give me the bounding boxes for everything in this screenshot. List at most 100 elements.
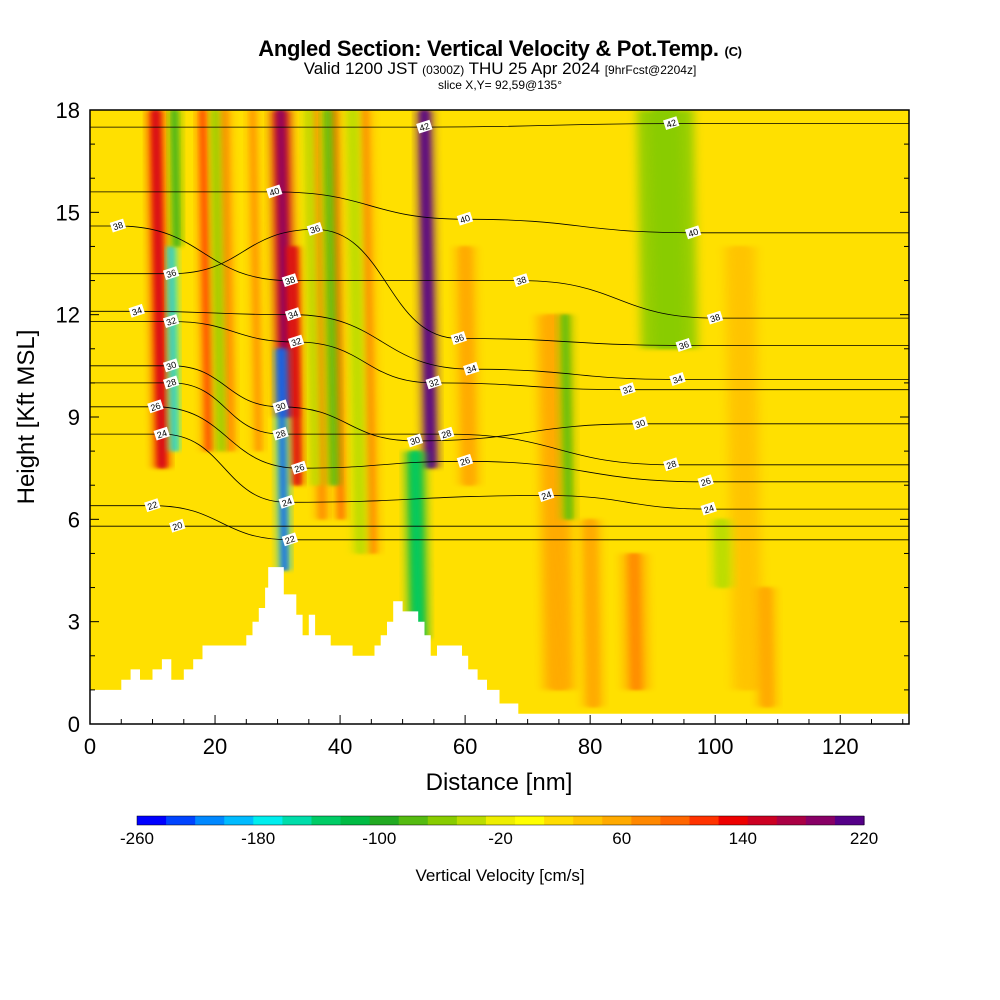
colorbar-tick-label: 60 bbox=[612, 829, 631, 848]
downdraft-column-core bbox=[306, 110, 318, 486]
contour-label-bg bbox=[456, 211, 474, 226]
theta-contour-38 bbox=[90, 225, 909, 319]
colorbar-tick-label: -180 bbox=[241, 829, 275, 848]
contour-label-bg bbox=[669, 372, 686, 386]
contour-label: 26 bbox=[697, 474, 714, 489]
downdraft-column-core bbox=[172, 110, 179, 247]
contour-label: 32 bbox=[162, 314, 180, 328]
contour-label-text: 30 bbox=[165, 359, 178, 372]
contour-label-text: 24 bbox=[540, 489, 553, 502]
contour-label-text: 36 bbox=[309, 223, 322, 236]
contour-label: 20 bbox=[169, 518, 186, 533]
contour-label: 34 bbox=[128, 303, 145, 318]
title-main: Angled Section: Vertical Velocity & Pot.… bbox=[258, 36, 719, 61]
contour-label-bg bbox=[631, 416, 649, 431]
contour-label-bg bbox=[266, 184, 283, 199]
colorbar-tick-label: -20 bbox=[488, 829, 513, 848]
plot-area: 3834363230282624222040363834323028262422… bbox=[90, 110, 909, 724]
contour-label-text: 26 bbox=[699, 475, 712, 488]
colorbar-frame bbox=[136, 815, 865, 826]
contour-label: 38 bbox=[109, 218, 127, 233]
contour-label-text: 42 bbox=[418, 121, 431, 134]
downdraft-column-core bbox=[325, 110, 337, 486]
contour-label-bg bbox=[684, 225, 702, 240]
contour-label-bg bbox=[450, 331, 467, 345]
contour-label: 30 bbox=[162, 358, 180, 373]
contour-label-text: 34 bbox=[131, 305, 144, 318]
vertical-velocity-field bbox=[90, 110, 909, 724]
updraft-column-core bbox=[760, 587, 772, 707]
contour-label: 32 bbox=[619, 382, 636, 397]
contour-label-text: 30 bbox=[634, 417, 647, 430]
contour-label-bg bbox=[456, 453, 474, 468]
colorbar-swatch bbox=[253, 816, 283, 825]
contour-label: 38 bbox=[281, 273, 299, 288]
updraft-column-core bbox=[200, 110, 211, 452]
y-tick-label: 9 bbox=[68, 405, 80, 430]
colorbar-swatch bbox=[747, 816, 778, 825]
contour-label-text: 30 bbox=[409, 435, 422, 448]
updraft-column-core bbox=[250, 110, 261, 452]
contour-label-bg bbox=[284, 307, 302, 322]
contour-label-bg bbox=[278, 494, 295, 509]
contour-label-text: 32 bbox=[428, 377, 441, 390]
updraft-column-core bbox=[628, 553, 642, 690]
contour-label-bg bbox=[463, 361, 480, 376]
contour-label: 30 bbox=[272, 399, 289, 414]
contour-label-text: 38 bbox=[709, 312, 722, 325]
colorbar-swatch bbox=[544, 816, 574, 825]
contour-label-text: 36 bbox=[165, 267, 178, 280]
contour-label: 24 bbox=[538, 488, 555, 502]
contour-label-text: 36 bbox=[453, 332, 466, 345]
y-tick-label: 18 bbox=[56, 98, 80, 123]
colorbar-swatch bbox=[515, 816, 545, 825]
contour-label: 36 bbox=[450, 331, 467, 345]
contour-label-bg bbox=[416, 119, 433, 134]
theta-contour-34 bbox=[90, 310, 909, 380]
x-tick-label: 20 bbox=[203, 734, 227, 759]
x-tick-label: 0 bbox=[84, 734, 96, 759]
contour-label-bg bbox=[169, 518, 186, 533]
contour-label-bg bbox=[406, 433, 424, 448]
title-unit: (C) bbox=[724, 44, 742, 59]
contour-label-bg bbox=[675, 338, 692, 352]
colorbar-label: Vertical Velocity [cm/s] bbox=[415, 866, 584, 885]
contour-label-bg bbox=[438, 426, 455, 441]
contour-label: 40 bbox=[266, 184, 283, 199]
colorbar-swatch bbox=[776, 816, 807, 825]
contour-label: 30 bbox=[631, 416, 649, 431]
downdraft-column-core bbox=[169, 246, 177, 452]
downdraft-column-core bbox=[717, 519, 727, 588]
contour-label-bg bbox=[272, 399, 289, 414]
contour-label: 32 bbox=[425, 375, 442, 390]
colorbar-swatch bbox=[340, 816, 371, 825]
contour-label-bg bbox=[619, 382, 636, 397]
updraft-column-core bbox=[152, 110, 166, 469]
colorbar-tick-label: 140 bbox=[729, 829, 757, 848]
colorbar-swatch bbox=[834, 816, 865, 825]
y-tick-label: 0 bbox=[68, 712, 80, 737]
updraft-column-core bbox=[331, 110, 344, 520]
colorbar-swatch bbox=[427, 816, 458, 825]
contour-label-text: 40 bbox=[268, 186, 281, 199]
contour-label: 22 bbox=[281, 532, 299, 547]
contour-label-text: 42 bbox=[665, 117, 678, 130]
contour-label-bg bbox=[128, 303, 145, 318]
updraft-column-core bbox=[585, 519, 598, 707]
updraft-column-core bbox=[312, 110, 325, 520]
contour-label-text: 22 bbox=[284, 533, 297, 546]
contour-label: 42 bbox=[663, 116, 680, 131]
contour-label-bg bbox=[109, 218, 127, 233]
contour-label-text: 26 bbox=[459, 455, 472, 468]
contour-label-text: 38 bbox=[112, 220, 125, 233]
x-tick-label: 60 bbox=[453, 734, 477, 759]
colorbar-swatch bbox=[573, 816, 603, 825]
updraft-column-core bbox=[222, 110, 233, 452]
contour-label-text: 28 bbox=[274, 428, 287, 441]
contour-label: 26 bbox=[147, 399, 164, 414]
contour-label-bg bbox=[697, 474, 714, 489]
colorbar-swatch bbox=[137, 816, 167, 825]
valid-time-line: Valid 1200 JST (0300Z) THU 25 Apr 2024 [… bbox=[0, 59, 1000, 79]
downdraft-column-core bbox=[349, 110, 364, 554]
contour-label: 26 bbox=[291, 460, 308, 475]
